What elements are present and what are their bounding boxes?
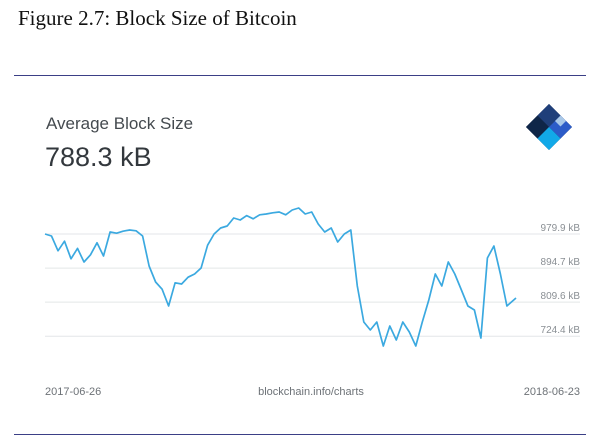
average-block-size-series-line xyxy=(44,207,517,347)
chart-svg: 979.9 kB 894.7 kB 809.6 kB 724.4 kB 2017-06… xyxy=(44,207,581,398)
y-tick-labels: 979.9 kB 894.7 kB 809.6 kB 724.4 kB xyxy=(541,223,581,336)
y-tick-label: 979.9 kB xyxy=(541,223,581,234)
source-label: blockchain.info/charts xyxy=(258,386,364,398)
chart-grid xyxy=(45,233,580,337)
card-value: 788.3 kB xyxy=(45,142,152,172)
x-start-label: 2017-06-26 xyxy=(45,386,101,398)
x-end-label: 2018-06-23 xyxy=(524,386,580,398)
blockchain-logo-icon xyxy=(526,104,572,150)
y-tick-label: 809.6 kB xyxy=(541,291,581,302)
figure-title: Figure 2.7: Block Size of Bitcoin xyxy=(18,6,297,30)
top-rule xyxy=(14,75,586,76)
card-title: Average Block Size xyxy=(46,114,194,133)
bottom-rule xyxy=(14,434,586,435)
chart-card: 979.9 kB 894.7 kB 809.6 kB 724.4 kB 2017-06… xyxy=(14,76,586,433)
y-tick-label: 724.4 kB xyxy=(541,325,581,336)
y-tick-label: 894.7 kB xyxy=(541,257,581,268)
